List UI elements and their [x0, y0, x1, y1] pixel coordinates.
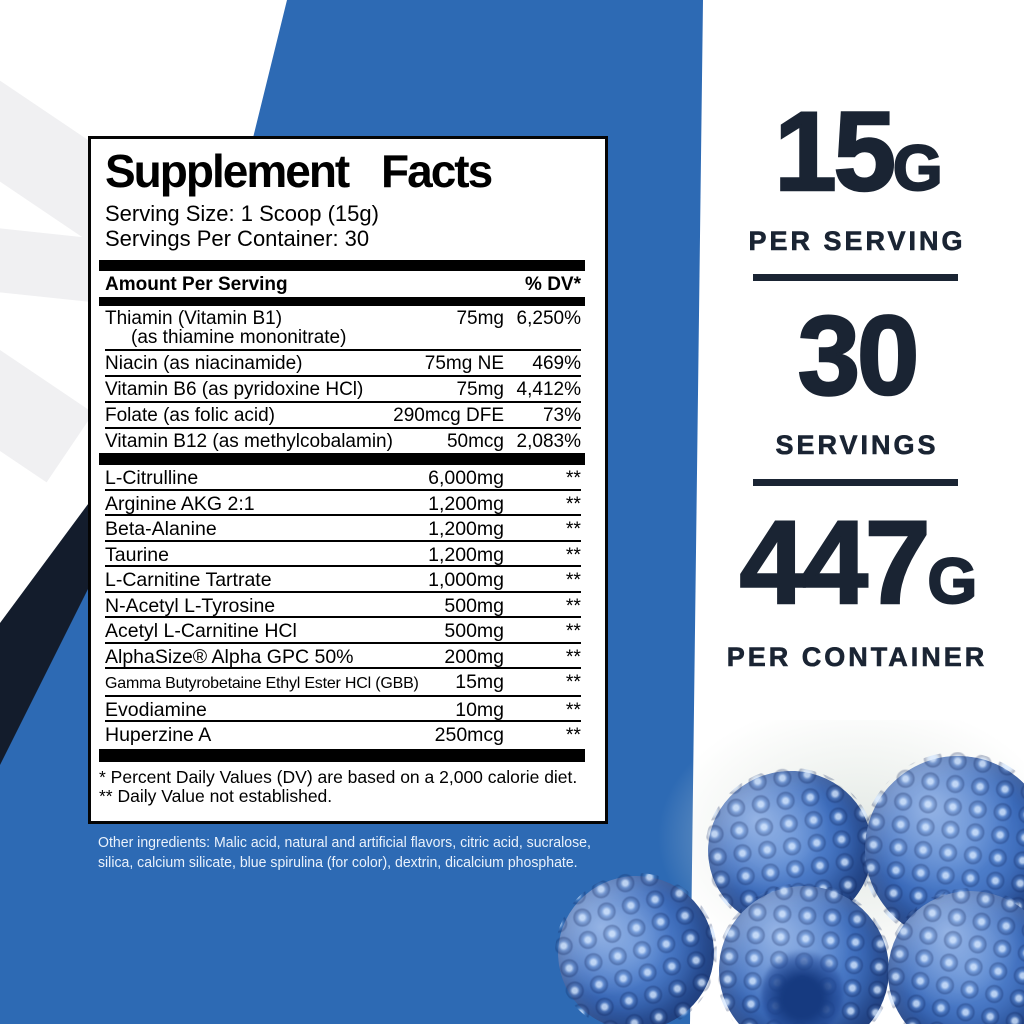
table-row: Vitamin B6 (as pyridoxine HCl) 75mg 4,41…	[105, 377, 581, 403]
row-dv: **	[565, 698, 581, 721]
row-name: Taurine	[105, 543, 169, 566]
table-row: Acetyl L-Carnitine HCl 500mg **	[105, 618, 581, 644]
servings-value: 30	[796, 293, 920, 418]
divider-bar	[99, 260, 585, 271]
row-amount: 6,000mg	[428, 467, 504, 489]
row-name: Thiamin (Vitamin B1)	[105, 308, 283, 329]
raspberry-core	[758, 947, 847, 1024]
row-dv: **	[565, 492, 581, 515]
row-amount: 50mcg	[446, 431, 504, 452]
per-serving-stat: 15G PER SERVING	[690, 94, 1024, 257]
row-amount: 1,200mg	[428, 492, 504, 515]
per-container-value: 447	[738, 497, 931, 629]
row-name: N-Acetyl L-Tyrosine	[105, 594, 276, 617]
row-amount: 1,000mg	[428, 569, 504, 591]
table-row: Folate (as folic acid) 290mcg DFE 73%	[105, 403, 581, 429]
divider-bar	[99, 748, 585, 762]
row-name: L-Carnitine Tartrate	[105, 569, 272, 591]
table-row: Arginine AKG 2:1 1,200mg **	[105, 491, 581, 516]
row-amount: 75mg NE	[424, 353, 504, 374]
row-dv: **	[565, 543, 581, 566]
supplement-facts-panel: Supplement Facts Serving Size: 1 Scoop (…	[88, 136, 608, 824]
other-ingredients-line1: Other ingredients: Malic acid, natural a…	[98, 834, 591, 851]
stat-divider	[753, 479, 958, 486]
row-dv: 2,083%	[516, 431, 581, 452]
row-amount: 75mg	[456, 308, 504, 329]
table-row: Niacin (as niacinamide) 75mg NE 469%	[105, 351, 581, 377]
row-name: Huperzine A	[105, 724, 212, 746]
row-name: Niacin (as niacinamide)	[105, 353, 303, 374]
divider-bar	[99, 453, 585, 465]
row-amount: 500mg	[444, 594, 504, 617]
row-amount: 75mg	[456, 379, 504, 400]
table-row: Huperzine A 250mcg **	[105, 722, 581, 746]
servings-label: SERVINGS	[775, 430, 939, 461]
table-row: L-Carnitine Tartrate 1,000mg **	[105, 567, 581, 593]
other-ingredients-line2: silica, calcium silicate, blue spirulina…	[98, 854, 578, 871]
table-row: AlphaSize® Alpha GPC 50% 200mg **	[105, 644, 581, 669]
row-dv: 4,412%	[516, 379, 581, 400]
row-dv: **	[565, 467, 581, 489]
row-amount: 250mcg	[434, 724, 504, 746]
panel-title: Supplement Facts	[105, 145, 493, 197]
footnotes: * Percent Daily Values (DV) are based on…	[99, 766, 581, 806]
row-dv: **	[565, 594, 581, 617]
divider-bar	[99, 297, 585, 306]
row-amount: 290mcg DFE	[393, 405, 504, 426]
per-serving-value: 15	[773, 89, 897, 214]
row-name: Gamma Butyrobetaine Ethyl Ester HCl (GBB…	[105, 675, 419, 692]
servings-per-container: Servings Per Container: 30	[105, 226, 370, 251]
header-dv: % DV*	[525, 274, 581, 295]
row-dv: **	[565, 569, 581, 591]
row-dv: **	[565, 620, 581, 642]
table-row: Gamma Butyrobetaine Ethyl Ester HCl (GBB…	[105, 669, 581, 697]
row-amount: 1,200mg	[428, 543, 504, 566]
row-name: L-Citrulline	[105, 467, 199, 489]
row-name: Vitamin B12 (as methylcobalamin)	[105, 431, 393, 452]
row-name: AlphaSize® Alpha GPC 50%	[105, 645, 354, 668]
table-row: Taurine 1,200mg **	[105, 542, 581, 567]
row-dv: 469%	[532, 353, 581, 374]
table-row: Beta-Alanine 1,200mg **	[105, 516, 581, 542]
row-dv: **	[565, 671, 581, 693]
row-amount: 10mg	[455, 698, 504, 721]
per-serving-label: PER SERVING	[748, 226, 966, 257]
row-name: Arginine AKG 2:1	[105, 492, 255, 515]
row-dv: **	[565, 724, 581, 746]
footnote-dv: * Percent Daily Values (DV) are based on…	[99, 766, 578, 787]
table-row: Thiamin (Vitamin B1) (as thiamine mononi…	[105, 306, 581, 351]
row-dv: 73%	[542, 405, 581, 426]
row-dv: **	[565, 645, 581, 668]
serving-size: Serving Size: 1 Scoop (15g)	[105, 201, 379, 226]
row-name: Acetyl L-Carnitine HCl	[105, 620, 297, 642]
footnote-not-established: ** Daily Value not established.	[99, 785, 333, 806]
table-row: L-Citrulline 6,000mg **	[105, 465, 581, 491]
row-dv: 6,250%	[516, 308, 581, 329]
per-container-stat: 447G PER CONTAINER	[690, 503, 1024, 673]
per-container-unit: G	[927, 544, 979, 618]
row-amount: 500mg	[444, 620, 504, 642]
per-container-label: PER CONTAINER	[726, 642, 988, 673]
table-row: Vitamin B12 (as methylcobalamin) 50mcg 2…	[105, 429, 581, 453]
row-name: Folate (as folic acid)	[105, 405, 276, 426]
stat-divider	[753, 274, 958, 281]
row-dv: **	[565, 518, 581, 540]
row-name: Beta-Alanine	[105, 518, 217, 540]
per-serving-unit: G	[892, 131, 944, 205]
table-row: Evodiamine 10mg **	[105, 697, 581, 722]
row-amount: 15mg	[455, 671, 504, 693]
row-amount: 200mg	[444, 645, 504, 668]
table-header: Amount Per Serving % DV*	[105, 271, 581, 297]
header-amount: Amount Per Serving	[105, 274, 288, 295]
other-ingredients: Other ingredients: Malic acid, natural a…	[98, 833, 618, 873]
row-name: Vitamin B6 (as pyridoxine HCl)	[105, 379, 364, 400]
table-row: N-Acetyl L-Tyrosine 500mg **	[105, 593, 581, 618]
row-subname: (as thiamine mononitrate)	[131, 327, 347, 348]
row-name: Evodiamine	[105, 698, 207, 721]
row-amount: 1,200mg	[428, 518, 504, 540]
highlight-column: 15G PER SERVING 30 SERVINGS 447G PER CON…	[690, 0, 1024, 700]
servings-stat: 30 SERVINGS	[690, 298, 1024, 461]
